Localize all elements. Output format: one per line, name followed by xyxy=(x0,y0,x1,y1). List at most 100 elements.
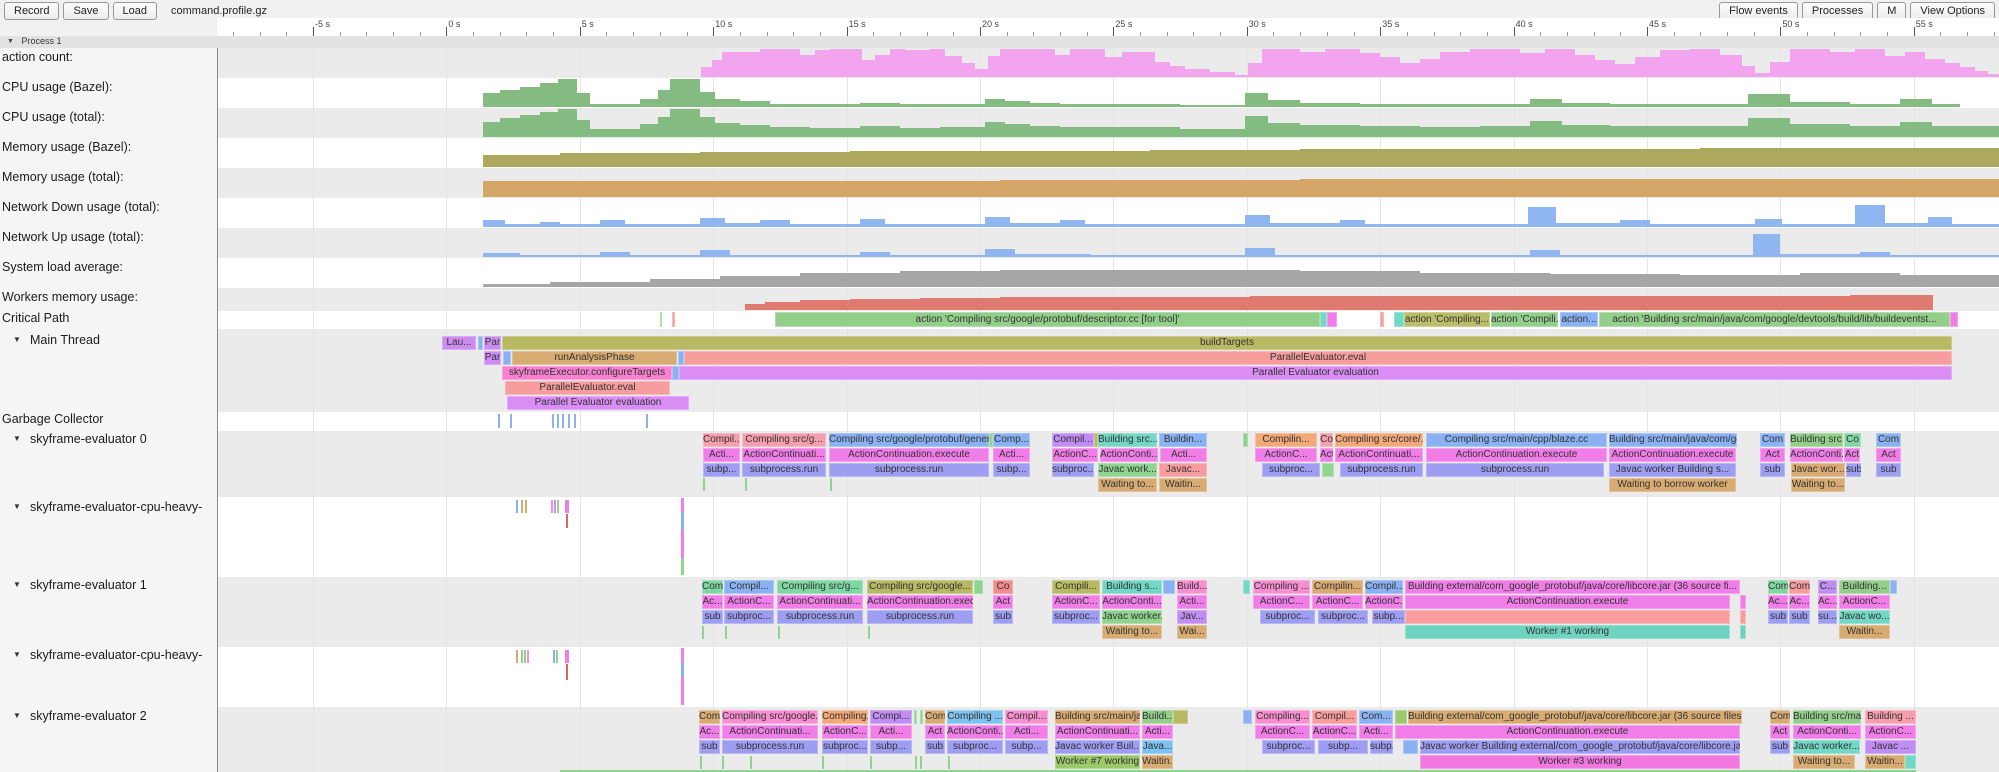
slice-skyframe-evaluator-2[interactable]: sub xyxy=(925,740,945,754)
slice-skyframe-evaluator-1[interactable]: Compiling src/g... xyxy=(777,580,863,594)
slice-skyframe-evaluator-1[interactable]: ActionC... xyxy=(1839,595,1890,609)
counter-bar-cpu-usage-total[interactable] xyxy=(520,115,540,137)
slice-skyframe-evaluator-0[interactable]: Comp... xyxy=(993,433,1030,447)
slice-skyframe-evaluator-2[interactable]: Compiling... xyxy=(822,710,868,724)
counter-bar-cpu-usage-bazel[interactable] xyxy=(770,104,810,107)
counter-bar-system-load[interactable] xyxy=(1550,274,1680,287)
slice-skyframe-evaluator-0[interactable]: sub xyxy=(1846,463,1861,477)
counter-bar-cpu-usage-bazel[interactable] xyxy=(1360,104,1420,107)
counter-bar-network-up[interactable] xyxy=(1780,254,1860,257)
counter-bar-cpu-usage-total[interactable] xyxy=(1680,126,1748,137)
slice-skyframe-evaluator-2[interactable]: Compiling ... xyxy=(947,710,1003,724)
counter-bar-network-down[interactable] xyxy=(700,218,725,227)
slice-skyframe-evaluator-1[interactable]: ActionContinuation.execute xyxy=(1405,595,1730,609)
counter-bar-action-count[interactable] xyxy=(1155,62,1170,77)
slice-skyframe-evaluator-1[interactable]: Com xyxy=(702,580,723,594)
counter-bar-cpu-usage-bazel[interactable] xyxy=(1480,104,1530,107)
slice-skyframe-evaluator-0[interactable]: Compiling src/g... xyxy=(742,433,826,447)
counter-bar-network-down[interactable] xyxy=(1855,205,1885,227)
slice-skyframe-evaluator-0[interactable]: Compil... xyxy=(1052,433,1094,447)
event-mark[interactable] xyxy=(527,650,529,663)
counter-bar-system-load[interactable] xyxy=(1300,271,1420,287)
slice-skyframe-evaluator-0[interactable]: Javac... xyxy=(1159,463,1207,477)
counter-bar-network-up[interactable] xyxy=(520,255,600,257)
slice-skyframe-evaluator-2[interactable]: subproc... xyxy=(822,740,868,754)
view-options-button[interactable]: View Options xyxy=(1910,2,1995,20)
counter-bar-cpu-usage-total[interactable] xyxy=(1900,122,1932,137)
event-mark[interactable] xyxy=(525,500,527,513)
counter-bar-action-count[interactable] xyxy=(1885,56,1905,77)
counter-bar-memory-usage-bazel[interactable] xyxy=(1150,150,1300,167)
slice-skyframe-evaluator-1[interactable]: Compil... xyxy=(724,580,774,594)
counter-bar-cpu-usage-total[interactable] xyxy=(985,122,1005,137)
event-mark[interactable] xyxy=(778,626,780,639)
slice-skyframe-evaluator-2[interactable]: subp... xyxy=(1318,740,1368,754)
slice-skyframe-evaluator-0[interactable]: Acti... xyxy=(993,448,1030,462)
event-mark[interactable] xyxy=(560,770,1916,772)
slice-skyframe-evaluator-0[interactable]: Building src... xyxy=(1790,433,1843,447)
counter-bar-network-down[interactable] xyxy=(1010,223,1060,227)
slice-skyframe-evaluator-2[interactable]: Compi... xyxy=(870,710,912,724)
slice-skyframe-evaluator-0[interactable]: ActionContinuati... xyxy=(1335,448,1423,462)
counter-bar-action-count[interactable] xyxy=(1595,60,1615,77)
sidebar-item[interactable]: ▼ skyframe-evaluator-cpu-heavy- xyxy=(0,648,217,663)
slice-skyframe-evaluator-2[interactable]: subproc... xyxy=(947,740,1003,754)
event-mark[interactable] xyxy=(646,414,648,428)
counter-bar-network-up[interactable] xyxy=(1860,252,1890,257)
event-mark[interactable] xyxy=(562,414,564,428)
counter-bar-cpu-usage-total[interactable] xyxy=(1360,126,1420,137)
counter-bar-action-count[interactable] xyxy=(1235,75,1248,77)
slice-skyframe-evaluator-2[interactable]: Com xyxy=(925,710,945,724)
counter-bar-action-count[interactable] xyxy=(962,63,975,77)
counter-bar-cpu-usage-total[interactable] xyxy=(900,128,940,137)
counter-bar-cpu-usage-total[interactable] xyxy=(670,109,700,137)
counter-bar-system-load[interactable] xyxy=(1000,270,1150,287)
slice-skyframe-evaluator-1[interactable]: Compiling ... xyxy=(1253,580,1310,594)
counter-bar-workers-memory[interactable] xyxy=(1000,297,1100,310)
slice-skyframe-evaluator-0[interactable]: subp... xyxy=(993,463,1030,477)
slice-skyframe-evaluator-2[interactable]: ActionC... xyxy=(1865,725,1916,739)
slice-skyframe-evaluator-2[interactable] xyxy=(1403,740,1418,754)
counter-bar-cpu-usage-bazel[interactable] xyxy=(500,90,520,107)
slice-skyframe-evaluator-1[interactable] xyxy=(1740,595,1746,609)
counter-bar-action-count[interactable] xyxy=(1105,57,1122,77)
counter-bar-cpu-usage-total[interactable] xyxy=(1530,121,1562,137)
counter-bar-network-down[interactable] xyxy=(1650,224,1755,227)
counter-bar-system-load[interactable] xyxy=(1420,273,1550,287)
slice-skyframe-evaluator-1[interactable]: subproc... xyxy=(1318,610,1368,624)
counter-bar-system-load[interactable] xyxy=(1150,270,1300,287)
counter-bar-cpu-usage-bazel[interactable] xyxy=(1680,104,1748,107)
counter-bar-cpu-usage-total[interactable] xyxy=(1030,126,1060,137)
counter-bar-cpu-usage-bazel[interactable] xyxy=(1420,104,1480,107)
counter-bar-cpu-usage-bazel[interactable] xyxy=(715,99,740,107)
counter-bar-cpu-usage-total[interactable] xyxy=(1180,129,1245,137)
counter-bar-cpu-usage-total[interactable] xyxy=(1300,125,1360,137)
load-button[interactable]: Load xyxy=(112,2,158,20)
counter-bar-cpu-usage-total[interactable] xyxy=(1748,118,1790,137)
counter-bar-cpu-usage-bazel[interactable] xyxy=(1005,101,1030,107)
slice-skyframe-evaluator-2[interactable]: Building external/com_google_protobuf/ja… xyxy=(1408,710,1742,724)
counter-bar-cpu-usage-total[interactable] xyxy=(1610,126,1680,137)
counter-bar-system-load[interactable] xyxy=(900,271,1000,287)
counter-bar-cpu-usage-bazel[interactable] xyxy=(1300,103,1360,107)
counter-bar-cpu-usage-bazel[interactable] xyxy=(900,104,940,107)
counter-bar-action-count[interactable] xyxy=(905,50,930,77)
slice-skyframe-evaluator-1[interactable]: Ac... xyxy=(1768,595,1788,609)
sidebar-item[interactable]: Workers memory usage: xyxy=(0,290,217,305)
slice-skyframe-evaluator-1[interactable]: subproc... xyxy=(1052,610,1100,624)
slice-skyframe-evaluator-2[interactable]: Compiling src/google... xyxy=(722,710,818,724)
counter-bar-action-count[interactable] xyxy=(930,49,945,77)
counter-bar-memory-usage-total[interactable] xyxy=(483,181,700,197)
sidebar-item[interactable]: ▼ Main Thread xyxy=(0,333,217,348)
slice-skyframe-evaluator-1[interactable]: Build... xyxy=(1177,580,1207,594)
counter-bar-workers-memory[interactable] xyxy=(765,302,800,310)
event-mark[interactable] xyxy=(750,756,752,769)
counter-bar-cpu-usage-total[interactable] xyxy=(1245,116,1268,137)
event-mark[interactable] xyxy=(557,500,559,513)
collapse-arrow-icon[interactable]: ▼ xyxy=(13,335,21,344)
counter-bar-system-load[interactable] xyxy=(483,284,550,287)
slice-skyframe-evaluator-0[interactable]: Buildin... xyxy=(1159,433,1207,447)
counter-bar-system-load[interactable] xyxy=(1900,275,1999,287)
slice-skyframe-evaluator-2[interactable]: Com xyxy=(1770,710,1790,724)
slice-skyframe-evaluator-1[interactable]: ActionContinuation.execute xyxy=(867,595,973,609)
